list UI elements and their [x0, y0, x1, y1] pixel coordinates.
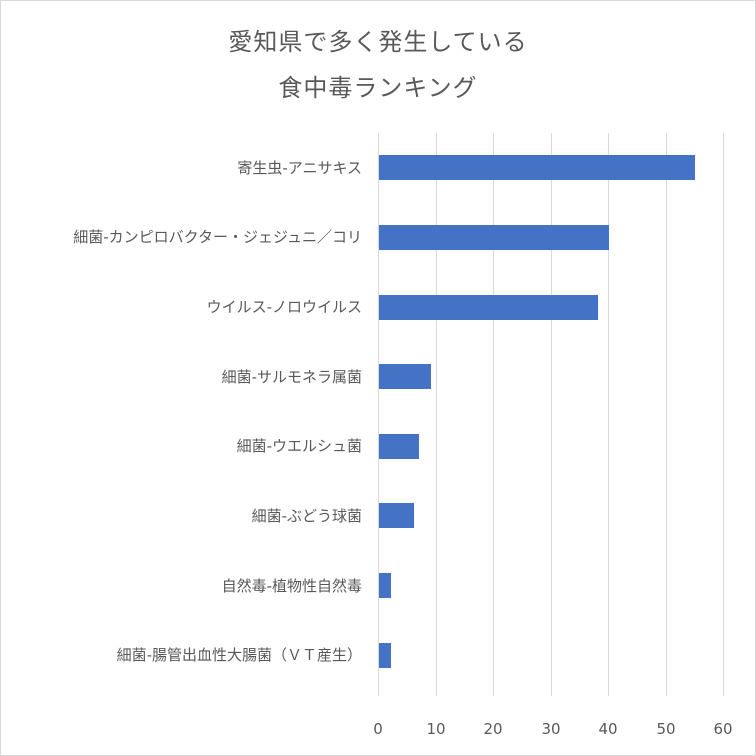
bar [379, 295, 598, 320]
x-tick-label: 20 [483, 720, 503, 738]
bar [379, 573, 391, 598]
chart-title-line2: 食中毒ランキング [278, 74, 478, 102]
tick-mark [666, 690, 667, 696]
category-label: 細菌-サルモネラ属菌 [221, 368, 362, 386]
tick-mark [378, 690, 379, 696]
tick-mark [493, 690, 494, 696]
category-label: 細菌-ぶどう球菌 [251, 507, 362, 525]
gridline [493, 133, 494, 690]
gridline [436, 133, 437, 690]
x-tick-label: 0 [373, 720, 383, 738]
category-label: 寄生虫-アニサキス [237, 159, 362, 177]
tick-mark [551, 690, 552, 696]
x-tick-label: 40 [598, 720, 618, 738]
category-label: 細菌-腸管出血性大腸菌（ＶＴ産生） [116, 646, 362, 664]
category-label: ウイルス-ノロウイルス [206, 298, 362, 316]
gridline [723, 133, 724, 690]
plot-area [378, 133, 724, 696]
tick-mark [723, 690, 724, 696]
gridline [551, 133, 552, 690]
x-tick-label: 10 [426, 720, 446, 738]
chart-title-line1: 愛知県で多く発生している [228, 28, 528, 56]
bar [379, 225, 609, 250]
bar [379, 503, 414, 528]
gridline [608, 133, 609, 690]
tick-mark [436, 690, 437, 696]
x-tick-label: 60 [713, 720, 733, 738]
bar [379, 434, 419, 459]
bar [379, 643, 391, 668]
tick-mark [608, 690, 609, 696]
category-label: 細菌-ウエルシュ菌 [236, 437, 362, 455]
bar [379, 155, 695, 180]
gridline [666, 133, 667, 690]
x-tick-label: 50 [656, 720, 676, 738]
gridline [378, 133, 379, 690]
bar [379, 364, 431, 389]
category-label: 自然毒-植物性自然毒 [221, 577, 362, 595]
category-label: 細菌-カンピロバクター・ジェジュニ／コリ [73, 228, 362, 246]
x-tick-label: 30 [541, 720, 561, 738]
